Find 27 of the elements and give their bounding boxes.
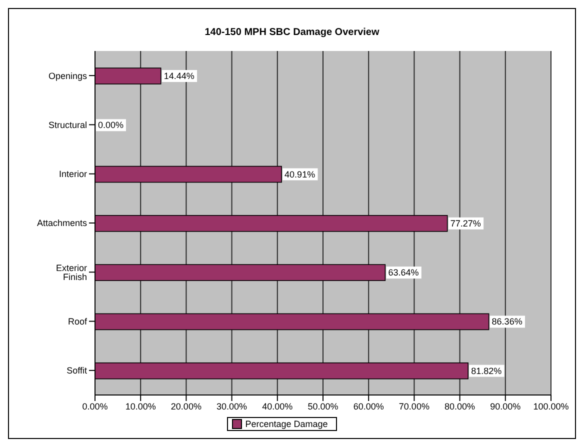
data-label: 0.00%: [98, 120, 124, 130]
x-tick-label: 90.00%: [490, 401, 521, 412]
data-label: 81.82%: [471, 366, 502, 376]
data-label: 77.27%: [450, 218, 481, 228]
y-tick-label: Roof: [68, 316, 88, 326]
y-tick-label: Soffit: [66, 366, 88, 376]
legend-label: Percentage Damage: [244, 419, 328, 429]
x-tick-label: 60.00%: [353, 401, 384, 412]
chart-title: 140-150 MPH SBC Damage Overview: [204, 26, 380, 40]
x-tick-label: 40.00%: [262, 401, 293, 412]
data-label: 86.36%: [492, 316, 522, 327]
x-tick-label: 20.00%: [170, 401, 202, 412]
x-tick-label: 30.00%: [216, 401, 248, 412]
x-tick-label: 50.00%: [308, 401, 338, 412]
x-tick-label: 100.00%: [533, 401, 569, 412]
x-tick-label: 80.00%: [444, 401, 476, 412]
y-tick-label: Attachments: [36, 218, 88, 228]
data-label: 63.64%: [388, 268, 419, 278]
x-tick-label: 10.00%: [125, 401, 156, 412]
data-label: 40.91%: [284, 169, 316, 180]
y-tick-label: Openings: [48, 70, 88, 81]
x-tick-label: 70.00%: [398, 401, 430, 412]
data-label: 14.44%: [164, 71, 194, 81]
y-tick-label: Interior: [58, 169, 87, 180]
y-tick-label: Exterior Finish: [56, 262, 87, 282]
y-tick-label: Structural: [48, 120, 87, 130]
x-tick-label: 0.00%: [82, 401, 108, 412]
